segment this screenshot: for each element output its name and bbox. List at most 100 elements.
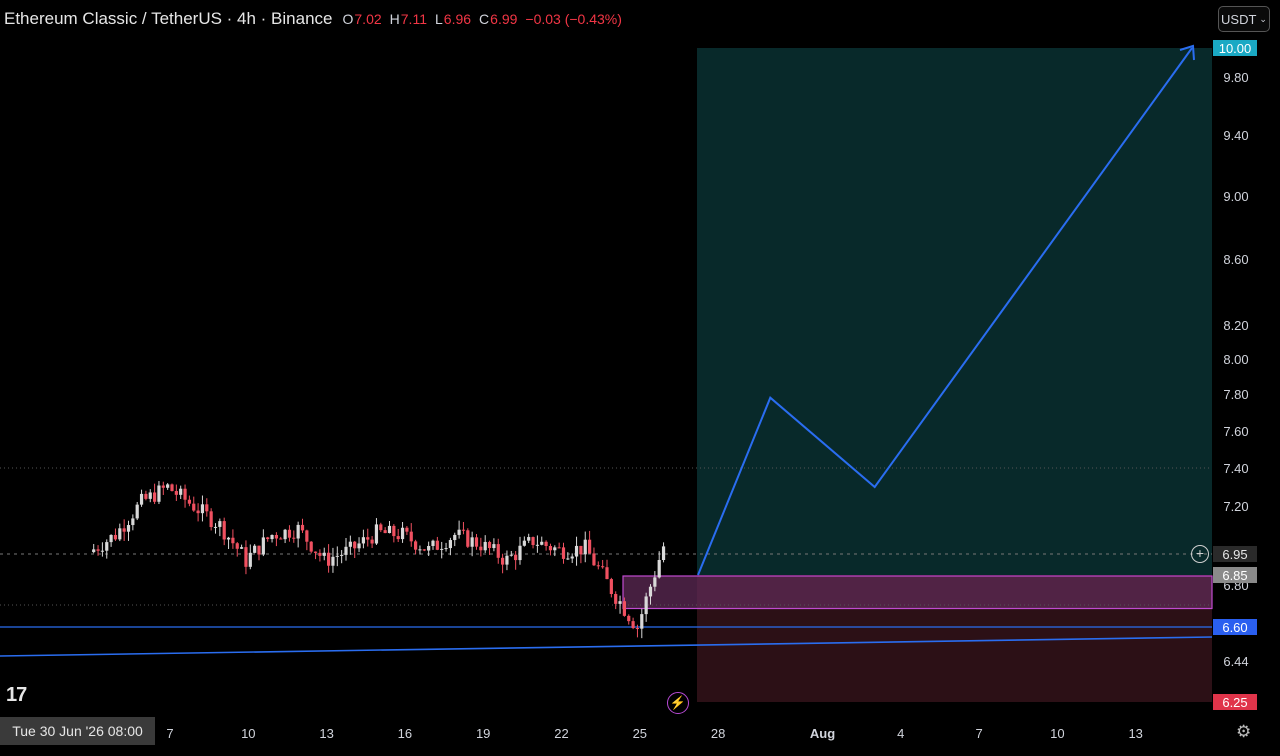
candle-body [396,536,400,540]
price-tick-label: 7.80 [1223,387,1248,402]
time-tick-label: 28 [711,726,725,741]
candle-body [105,542,109,551]
price-tick-label: 9.40 [1223,128,1248,143]
candle-body [527,537,531,541]
candle-body [213,526,218,528]
candle-body [327,552,331,566]
symbol-title[interactable]: Ethereum Classic / TetherUS · 4h · Binan… [4,9,333,28]
add-alert-icon[interactable]: + [1191,545,1209,563]
candle-body [122,528,126,532]
candle-body [161,485,165,488]
time-tick-label: 4 [897,726,904,741]
time-tick-label: 25 [633,726,647,741]
candle-body [418,549,422,551]
candle-body [640,614,644,629]
low-value: L6.96 [434,11,472,27]
time-tick-label: 7 [975,726,982,741]
candle-body [200,504,205,514]
candle-body [601,566,605,568]
candle-body [614,594,618,604]
candle-body [279,538,283,540]
candle-body [592,553,596,566]
candle-body [240,547,244,549]
candle-body [209,511,213,528]
candles [92,481,666,639]
candle-body [222,521,226,540]
candle-body [405,527,409,532]
projection-line [697,47,1193,576]
gear-icon[interactable]: ⚙ [1236,722,1252,741]
candle-body [187,499,191,504]
candle-body [409,531,413,542]
candle-body [305,530,309,542]
candle-body [153,492,157,502]
high-value: H7.11 [389,11,427,27]
candle-body [514,554,518,561]
price-axis[interactable]: 9.80 9.40 9.00 8.60 8.20 8.00 7.80 7.60 7.40 7.20… [1223,70,1248,669]
candle-body [548,546,553,551]
chart-header: Ethereum Classic / TetherUS · 4h · Binan… [4,9,622,29]
candle-body [444,548,448,550]
candle-body [470,537,474,547]
candle-body [657,559,661,578]
candle-body [174,491,178,495]
price-tick-label: 8.00 [1223,352,1248,367]
position-zones [622,48,1213,702]
candle-body [183,488,187,500]
candle-body [179,488,183,495]
lightning-icon[interactable]: ⚡ [667,692,689,714]
candle-body [383,530,387,534]
support-price-tag: 6.60 [1213,619,1257,635]
time-tick-label: 22 [554,726,568,741]
candle-body [274,535,278,539]
time-tick-label: 13 [1128,726,1142,741]
price-tick-label: 8.20 [1223,318,1248,333]
time-tick-label: 13 [319,726,333,741]
candle-body [531,537,535,545]
candle-body [509,554,513,556]
candle-body [492,544,496,549]
candle-body [100,550,104,552]
candle-body [579,545,583,555]
candle-body [609,579,613,595]
candle-body [661,546,666,560]
candle-body [109,534,113,543]
time-tick-label: Aug [810,726,835,741]
entry-price-tag: 6.85 [1213,567,1257,583]
open-value: O7.02 [342,11,382,27]
candle-body [431,540,435,546]
candle-body [374,524,379,544]
candle-body [300,524,305,531]
currency-selector[interactable]: USDT ⌄ [1218,6,1270,32]
candle-body [357,543,361,549]
candle-body [296,524,300,539]
candle-body [126,525,131,532]
candle-body [631,621,635,629]
price-tick-label: 7.60 [1223,424,1248,439]
candle-body [366,537,370,540]
candle-body [309,541,313,552]
candle-body [622,601,626,616]
time-tick-label: 19 [476,726,490,741]
candle-body [96,549,100,551]
candle-body [518,545,522,561]
candle-body [535,544,539,546]
candle-body [318,552,322,556]
candle-body [148,492,152,499]
time-axis[interactable]: 7 10 13 16 19 22 25 28 Aug 4 7 10 13 [166,726,1143,741]
candle-body [170,484,174,492]
candle-body [292,537,296,539]
candle-body [618,601,622,604]
candle-body [340,554,344,556]
candle-body [353,541,357,549]
candle-body [466,530,470,547]
candle-body [287,529,292,538]
candle-body [457,529,461,535]
candle-body [414,541,418,550]
candle-body [387,525,392,534]
candle-body [348,541,352,547]
tradingview-logo-icon[interactable]: 17 [6,684,27,706]
candle-body [244,547,248,567]
candle-body [205,504,209,512]
